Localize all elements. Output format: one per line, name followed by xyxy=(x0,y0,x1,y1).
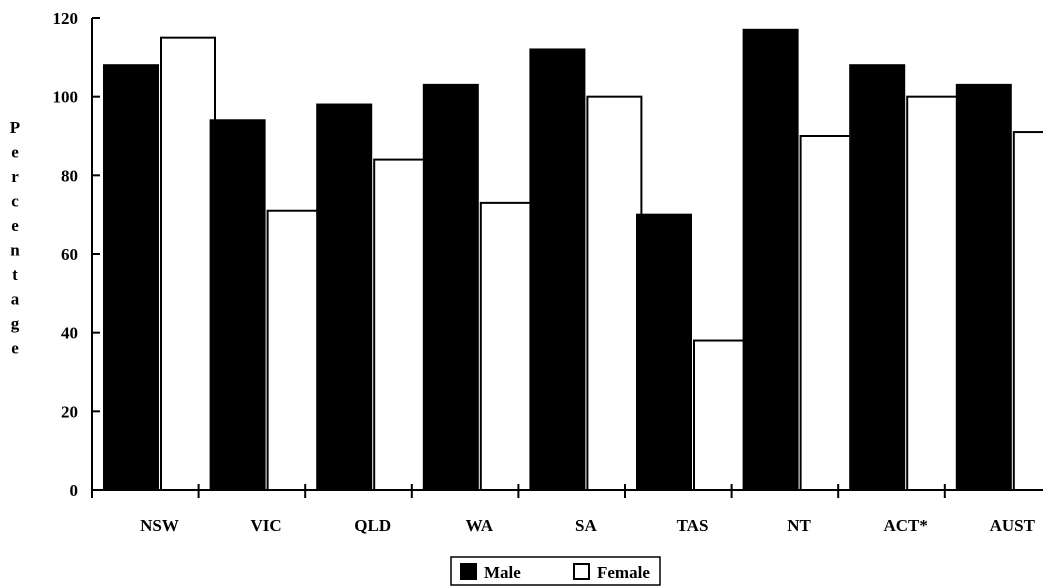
legend-swatch-female xyxy=(573,563,590,580)
legend-swatch-male xyxy=(460,563,477,580)
legend-box xyxy=(450,556,661,586)
bar-female-nsw xyxy=(160,36,216,492)
x-tick-label: NSW xyxy=(140,516,179,535)
bar-female-vic xyxy=(266,209,323,491)
bar-male-wa xyxy=(422,83,479,491)
bar-female-qld xyxy=(373,158,430,491)
bar-female-tas xyxy=(693,339,749,491)
bar-female-nt xyxy=(799,135,856,491)
bar-female-aust xyxy=(1012,131,1043,491)
bar-male-qld xyxy=(316,103,373,492)
x-tick-label: ACT* xyxy=(883,516,927,535)
bar-male-nsw xyxy=(103,64,159,491)
legend-label-female: Female xyxy=(597,563,650,582)
y-tick-label: 80 xyxy=(61,166,78,185)
bar-male-vic xyxy=(209,119,266,492)
y-tick-label: 60 xyxy=(61,245,78,264)
bar-male-aust xyxy=(955,83,1012,491)
x-tick-label: WA xyxy=(466,516,494,535)
bar-female-act xyxy=(906,95,963,492)
x-tick-label: QLD xyxy=(354,516,391,535)
y-tick-label: 20 xyxy=(61,402,78,421)
bar-female-wa xyxy=(479,201,536,491)
bar-male-nt xyxy=(742,28,799,492)
x-tick-label: NT xyxy=(787,516,811,535)
bar-male-sa xyxy=(529,48,586,491)
x-tick-label: SA xyxy=(575,516,597,535)
x-tick-label: VIC xyxy=(251,516,282,535)
bar-male-act xyxy=(849,64,906,491)
legend-label-male: Male xyxy=(484,563,521,582)
bar-female-sa xyxy=(586,95,643,492)
x-tick-label: AUST xyxy=(990,516,1036,535)
y-tick-label: 40 xyxy=(61,324,78,343)
y-tick-label: 100 xyxy=(53,88,79,107)
x-tick-label: TAS xyxy=(677,516,709,535)
bar-male-tas xyxy=(636,213,692,492)
y-tick-label: 120 xyxy=(53,9,79,28)
y-tick-label: 0 xyxy=(70,481,79,500)
